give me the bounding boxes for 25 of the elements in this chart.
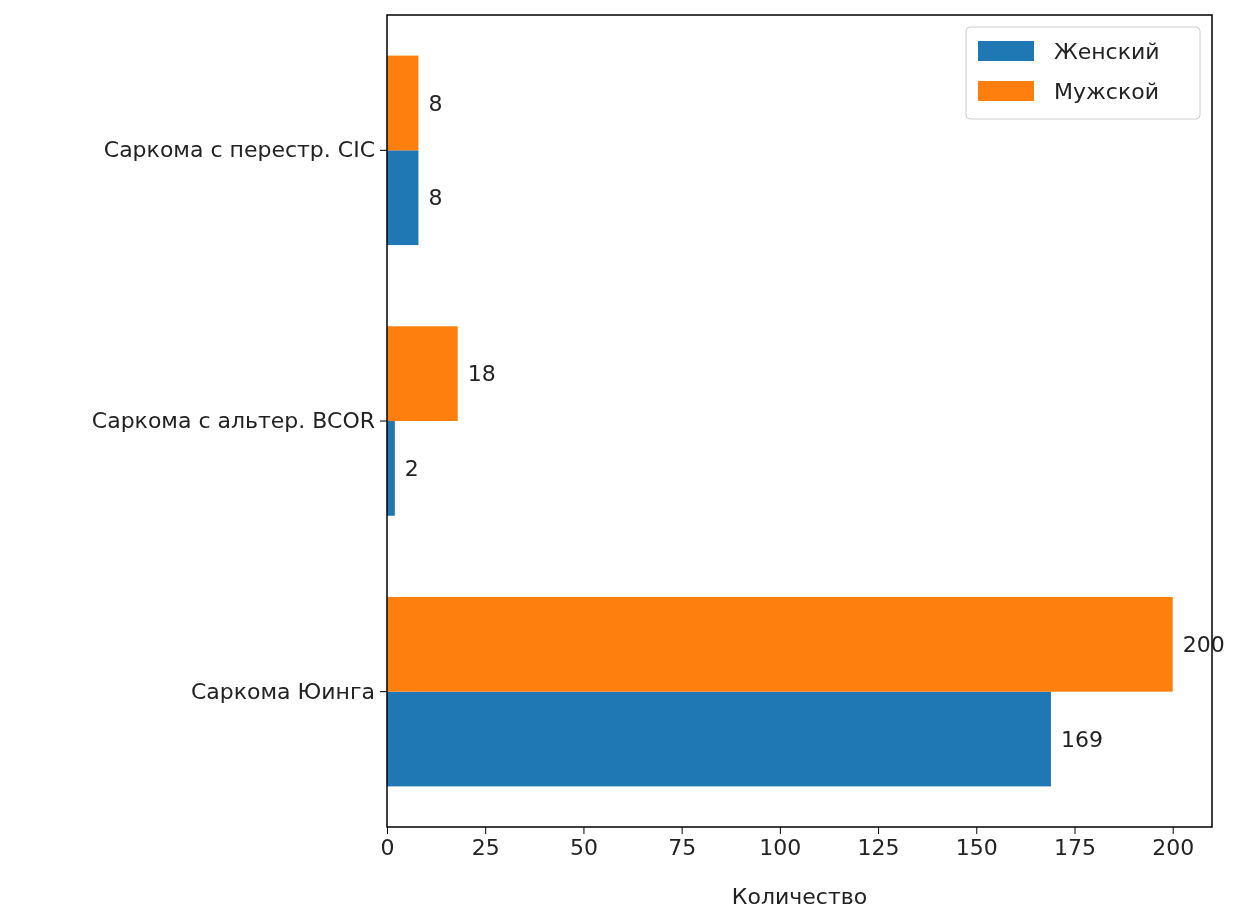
bar (387, 150, 419, 246)
x-tick-label: 175 (1054, 834, 1096, 860)
x-tick-label: 150 (955, 834, 998, 860)
bar (387, 596, 1173, 692)
data-label: 2 (404, 456, 419, 482)
bar (387, 691, 1051, 787)
bar (387, 326, 458, 421)
x-tick-label: 125 (857, 834, 900, 860)
y-tick-label: Саркома с перестр. CIC (103, 137, 375, 163)
legend-label: Женский (1054, 38, 1160, 64)
legend-label: Мужской (1054, 78, 1159, 104)
data-label: 169 (1060, 726, 1103, 752)
x-tick-label: 75 (668, 834, 697, 860)
data-label: 8 (428, 90, 443, 116)
x-tick-label: 200 (1152, 834, 1195, 860)
data-label: 8 (428, 185, 443, 211)
bar (387, 55, 419, 151)
x-tick-label: 50 (569, 834, 598, 860)
y-tick-label: Саркома Юинга (190, 678, 375, 704)
x-tick-label: 25 (471, 834, 500, 860)
data-label: 18 (467, 361, 496, 387)
x-axis-title: Количество (731, 884, 868, 906)
x-tick-label: 100 (759, 834, 802, 860)
x-tick-label: 0 (380, 834, 395, 860)
y-tick-label: Саркома с альтер. BCOR (91, 408, 375, 434)
